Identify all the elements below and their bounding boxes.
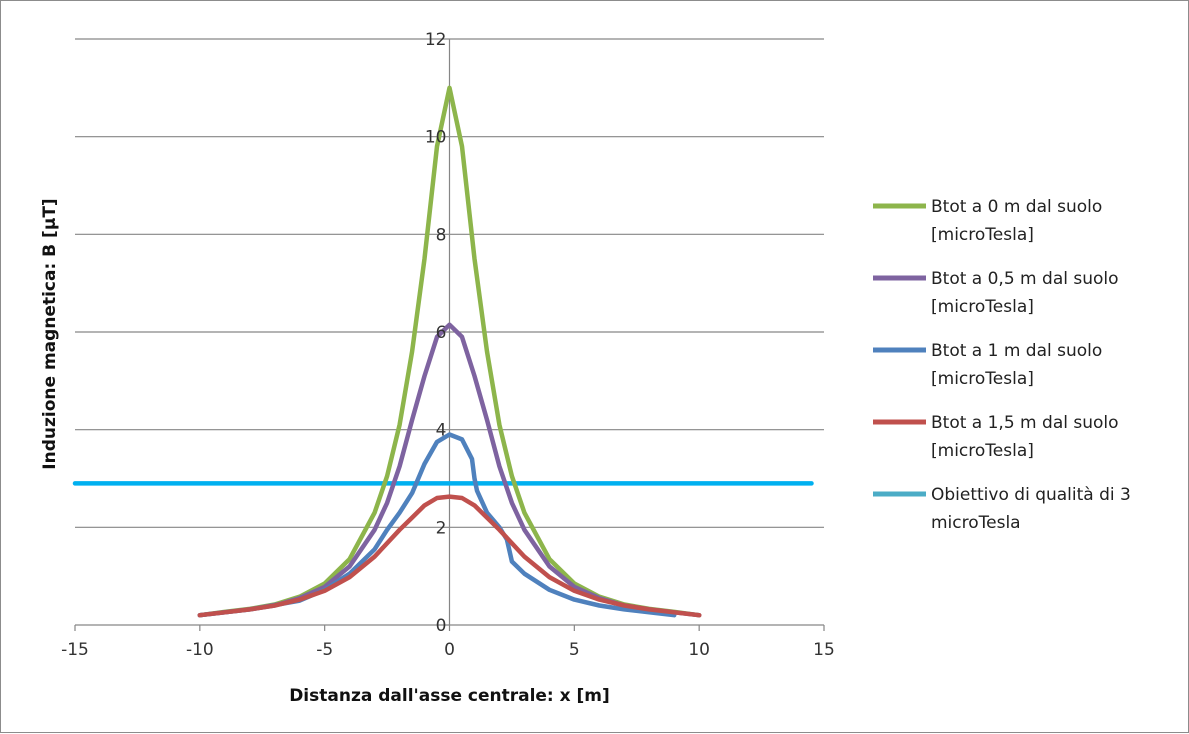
x-tick-label: 0 (444, 640, 455, 660)
series-line-4 (197, 494, 702, 618)
legend-label: microTesla (931, 513, 1021, 533)
y-tick-label: 4 (436, 421, 447, 441)
y-tick-label: 2 (436, 518, 447, 538)
y-tick-label: 10 (425, 128, 447, 148)
x-tick-label: -10 (186, 640, 214, 660)
legend-label: Btot a 0 m dal suolo (931, 197, 1102, 217)
x-tick-label: 5 (569, 640, 580, 660)
legend-label: [microTesla] (931, 369, 1034, 389)
x-tick-label: -15 (61, 640, 89, 660)
x-axis-title: Distanza dall'asse centrale: x [m] (289, 686, 610, 706)
legend-label: Btot a 1,5 m dal suolo (931, 413, 1119, 433)
x-tick-label: 15 (813, 640, 835, 660)
y-axis-title: Induzione magnetica: B [μT] (40, 198, 60, 469)
x-tick-label: -5 (316, 640, 333, 660)
y-tick-label: 8 (436, 225, 447, 245)
series-line-3 (197, 432, 677, 618)
legend-label: [microTesla] (931, 441, 1034, 461)
y-tick-label: 6 (436, 323, 447, 343)
y-tick-label: 12 (425, 30, 447, 50)
legend-label: [microTesla] (931, 225, 1034, 245)
legend-label: Obiettivo di qualità di 3 (931, 485, 1131, 505)
x-tick-label: 10 (688, 640, 710, 660)
legend-label: Btot a 1 m dal suolo (931, 341, 1102, 361)
legend-label: [microTesla] (931, 297, 1034, 317)
legend-label: Btot a 0,5 m dal suolo (931, 269, 1119, 289)
y-tick-label: 0 (436, 616, 447, 636)
